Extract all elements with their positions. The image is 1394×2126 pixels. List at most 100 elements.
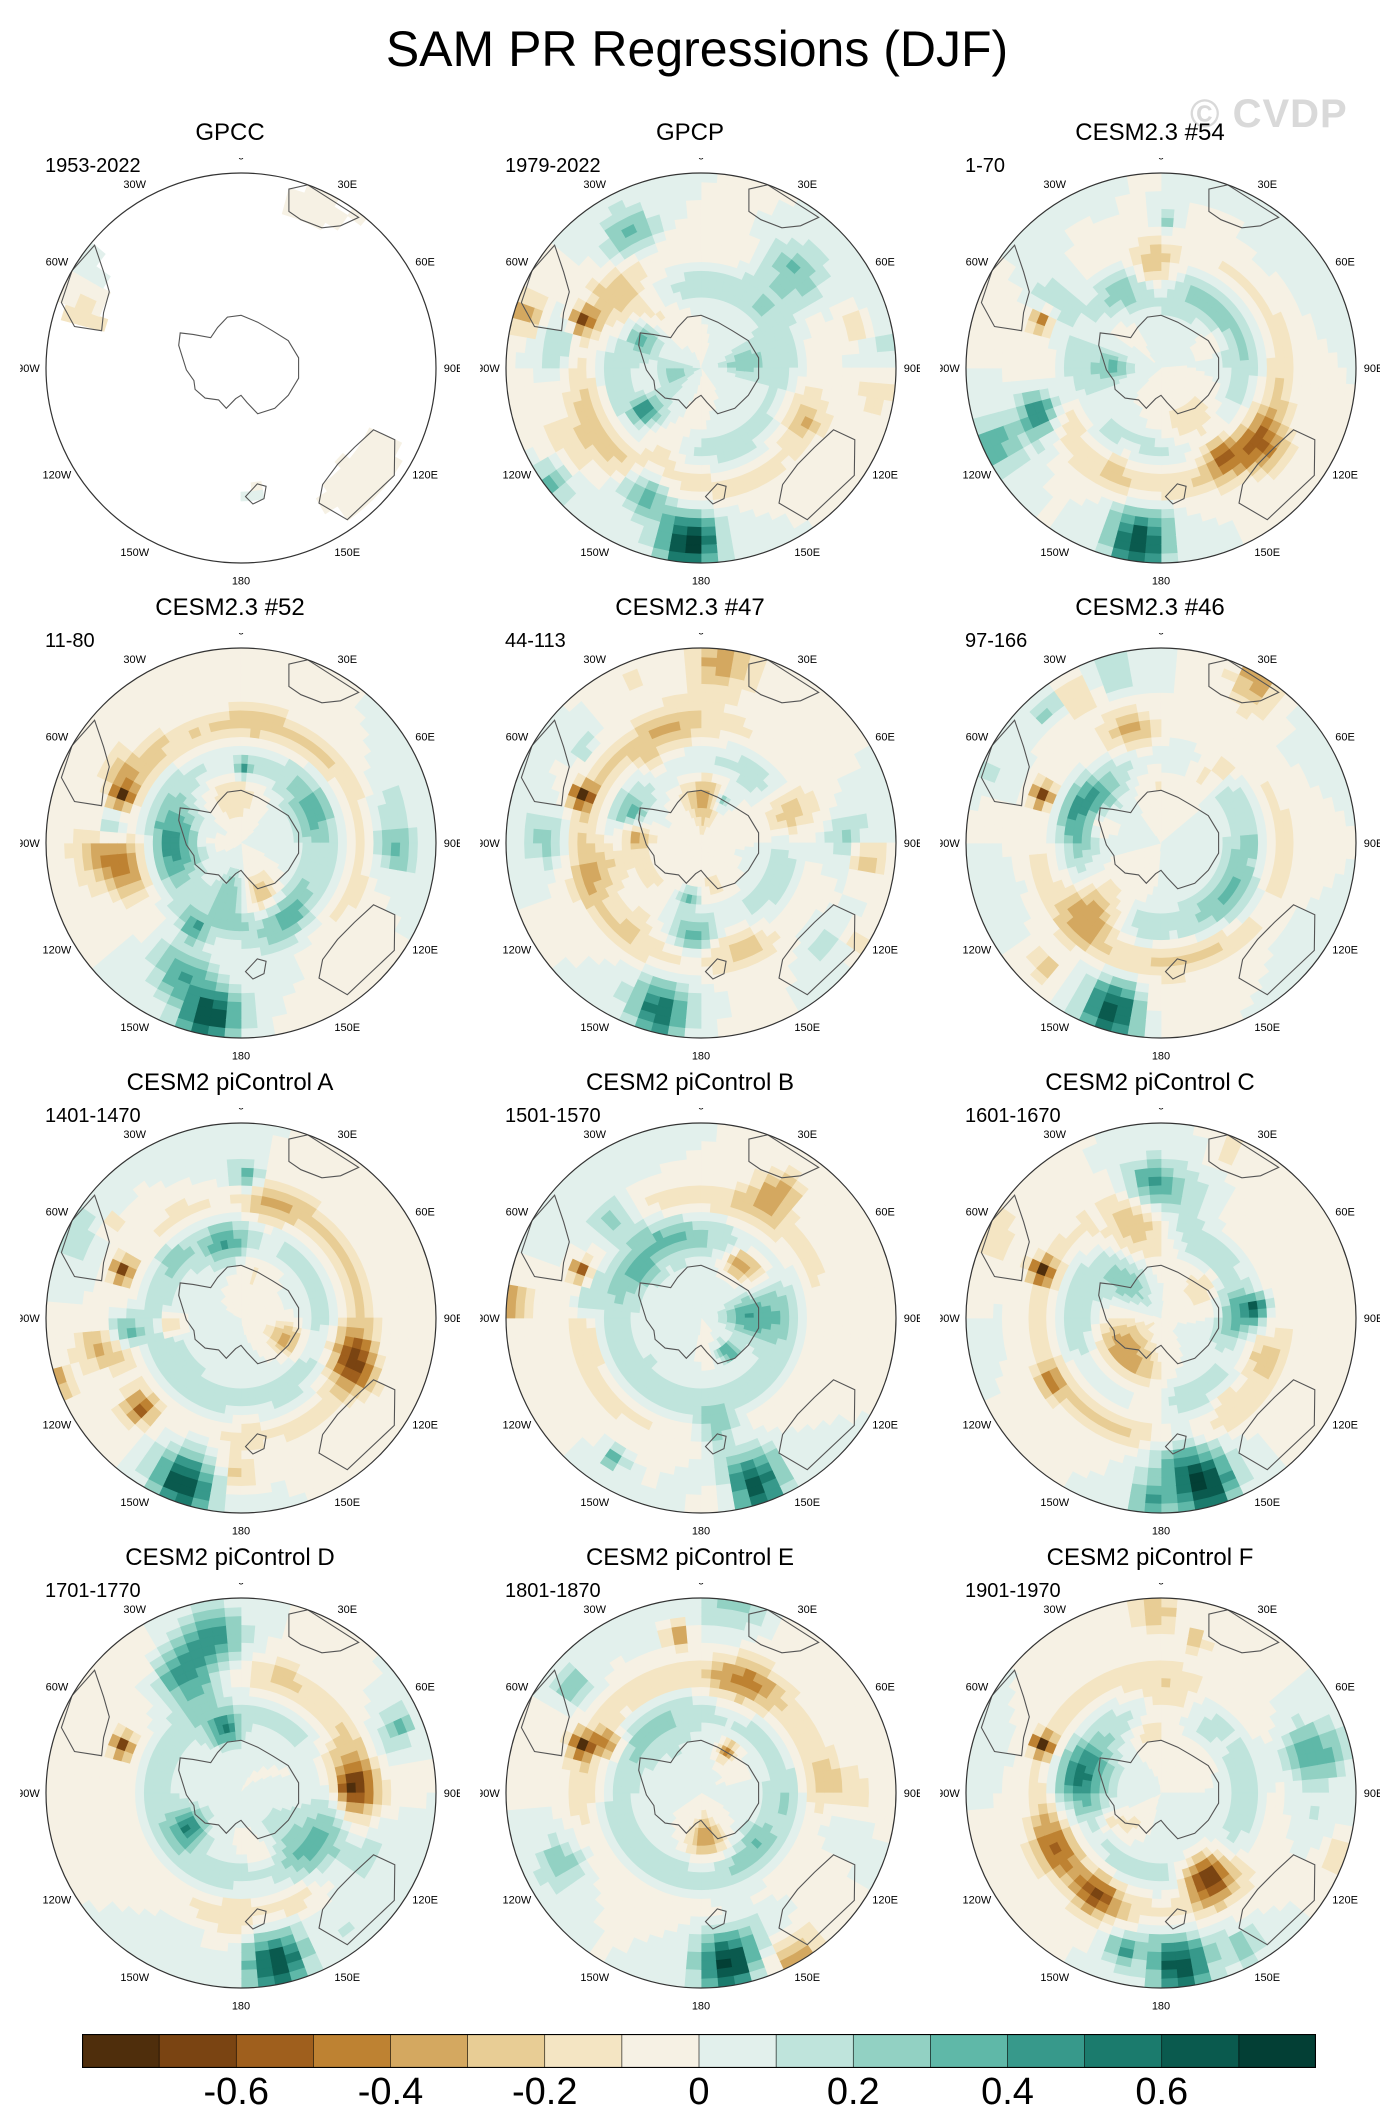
field-cell: [689, 482, 702, 493]
panel-title: CESM2.3 #54: [1075, 119, 1225, 146]
field-cell: [1148, 234, 1162, 245]
field-cell: [680, 252, 693, 264]
field-cell: [806, 367, 817, 379]
field-cell: [310, 828, 321, 838]
field-cell: [1247, 350, 1259, 361]
field-cell: [700, 526, 717, 537]
field-cell: [1081, 373, 1092, 383]
longitude-label: 30E: [337, 654, 357, 666]
field-cell: [1160, 473, 1172, 484]
field-cell: [700, 173, 719, 183]
field-cell: [1240, 367, 1251, 377]
field-cell: [686, 208, 702, 219]
field-cell: [1152, 455, 1162, 466]
field-cell: [231, 736, 242, 747]
longitude-label: 30E: [797, 179, 817, 191]
map-panel: CESM2.3 #541-70030E60E90E120E150E180150W…: [940, 118, 1380, 588]
field-cell: [697, 332, 702, 342]
field-cell: [612, 374, 623, 384]
watermark: © CVDP: [1190, 92, 1348, 136]
field-cell: [1160, 208, 1176, 219]
field-cell: [228, 975, 242, 986]
field-cell: [877, 351, 888, 369]
field-cell: [576, 367, 587, 380]
coastline: [60, 244, 110, 332]
field-cell: [220, 727, 233, 739]
field-cell: [727, 364, 737, 369]
field-cell: [231, 939, 242, 950]
field-cell: [399, 827, 410, 844]
field-cell: [1063, 359, 1074, 369]
field-cell: [234, 771, 242, 782]
field-cell: [1148, 500, 1162, 511]
field-cell: [1160, 243, 1173, 254]
field-cell: [1071, 359, 1082, 369]
longitude-label: 90W: [20, 363, 40, 375]
field-cell: [249, 938, 260, 950]
field-cell: [603, 367, 614, 377]
field-cell: [237, 807, 242, 817]
field-cell: [841, 367, 853, 382]
field-cell: [355, 831, 366, 844]
coastline: [244, 483, 267, 505]
field-cell: [1153, 287, 1162, 298]
field-cell: [196, 842, 207, 848]
field-cell: [700, 544, 718, 555]
field-cell: [762, 361, 773, 369]
field-cell: [693, 287, 702, 298]
field-cell: [1148, 491, 1162, 502]
field-cell: [107, 830, 118, 844]
field-cell: [1027, 355, 1038, 369]
field-cell: [399, 842, 410, 859]
field-cell: [1160, 438, 1169, 449]
field-cell: [1160, 464, 1171, 475]
field-cell: [1160, 181, 1178, 192]
field-cell: [1151, 464, 1162, 475]
field-cell: [81, 828, 92, 844]
field-cell: [700, 243, 713, 254]
field-cell: [226, 683, 242, 694]
field-cell: [1045, 376, 1057, 389]
field-cell: [248, 929, 259, 941]
field-cell: [1155, 305, 1162, 316]
longitude-label: 90E: [1364, 363, 1380, 375]
field-cell: [1257, 367, 1268, 378]
field-cell: [232, 753, 242, 764]
field-cell: [240, 957, 253, 968]
field-cell: [1160, 535, 1177, 546]
field-cell: [1160, 420, 1167, 431]
longitude-label: 60W: [506, 257, 529, 269]
field-cell: [1160, 447, 1170, 458]
longitude-label: 0: [698, 158, 704, 162]
field-cell: [1140, 252, 1153, 264]
longitude-label: 0: [238, 158, 244, 162]
longitude-label: 120E: [872, 469, 898, 481]
field-cell: [373, 830, 384, 844]
field-cell: [224, 656, 242, 667]
field-cell: [236, 798, 242, 809]
longitude-label: 60W: [966, 257, 989, 269]
field-cell: [225, 1001, 242, 1012]
field-cell: [1160, 411, 1167, 422]
field-cell: [647, 367, 658, 374]
field-cell: [249, 947, 262, 959]
field-cell: [426, 825, 436, 844]
longitude-label: 150E: [334, 547, 360, 559]
field-cell: [319, 827, 330, 837]
field-cell: [687, 508, 702, 520]
field-cell: [576, 356, 587, 369]
field-cell: [974, 351, 985, 369]
field-cell: [63, 842, 74, 859]
longitude-label: 30E: [1257, 179, 1277, 191]
field-cell: [240, 939, 251, 950]
field-cell: [805, 347, 817, 360]
field-cell: [700, 181, 718, 192]
field-cell: [1144, 181, 1162, 192]
field-cell: [267, 839, 277, 844]
longitude-label: 120W: [43, 469, 72, 481]
field-cell: [311, 835, 322, 844]
field-cell: [850, 353, 861, 369]
field-cell: [228, 709, 242, 720]
field-cell: [1248, 367, 1259, 377]
